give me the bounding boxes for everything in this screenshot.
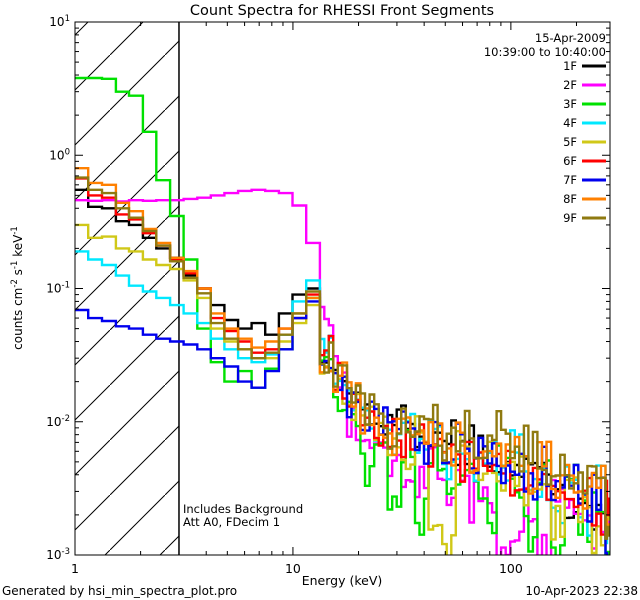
legend-label-4F: 4F [563,116,577,130]
legend-label-9F: 9F [563,211,577,225]
legend-label-5F: 5F [563,135,577,149]
annotation-attenuator: Att A0, FDecim 1 [183,515,280,529]
footer-render-timestamp: 10-Apr-2023 22:38 [525,584,638,598]
y-tick-label: 10-3 [46,547,70,562]
x-tick-label: 10 [285,561,301,576]
axis-tick-labels: 1 10 100 101 100 10-1 10-2 10-3 counts cm-2 s-1 … [10,14,523,576]
axes-frame-and-ticks [74,21,611,556]
observation-time-range: 10:39:00 to 10:40:00 [484,45,606,59]
series-line-9F [75,176,610,540]
plot-title: Count Spectra for RHESSI Front Segments [190,3,494,19]
y-axis-label: counts cm-2 s-1 keV-1 [10,226,25,350]
x-axis-label: Energy (keV) [302,573,383,588]
annotation-background: Includes Background [183,502,303,516]
legend: 1F 2F 3F 4F 5F 6F 7F 8F 9F [563,59,606,225]
legend-label-2F: 2F [563,78,577,92]
x-tick-label: 100 [499,561,523,576]
y-tick-label: 10-2 [46,414,70,429]
legend-label-8F: 8F [563,192,577,206]
series-line-5F [75,223,610,555]
y-tick-label: 101 [49,14,70,29]
restricted-low-energy-hatch-region [75,22,180,555]
observation-date: 15-Apr-2009 [535,31,606,45]
spectra-curves [75,76,610,555]
x-tick-label: 1 [71,561,79,576]
y-tick-label: 10-1 [46,281,70,296]
legend-label-1F: 1F [563,59,577,73]
legend-label-3F: 3F [563,97,577,111]
footer-generator-credit: Generated by hsi_min_spectra_plot.pro [2,584,237,598]
y-tick-label: 100 [49,147,70,162]
series-line-8F [75,167,610,532]
hatch-fill [75,22,179,555]
legend-label-7F: 7F [563,173,577,187]
legend-label-6F: 6F [563,154,577,168]
